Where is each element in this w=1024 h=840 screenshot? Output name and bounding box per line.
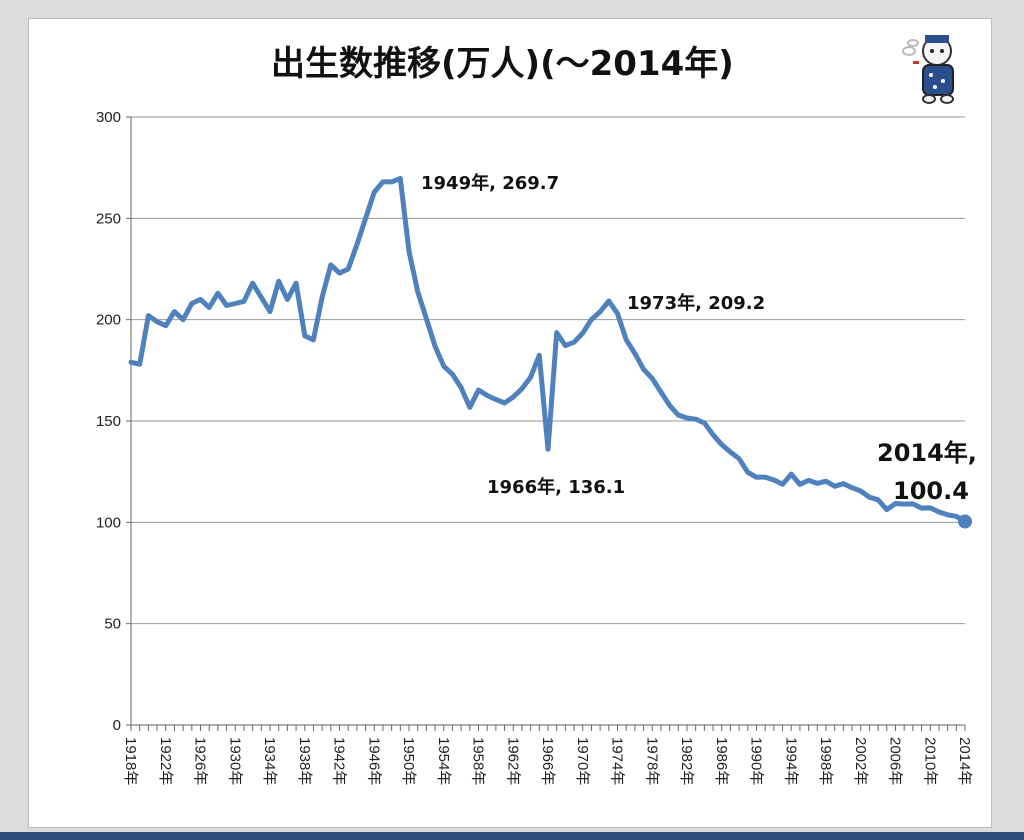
x-tick-label: 1942年 — [331, 737, 348, 785]
series-line — [128, 175, 972, 529]
x-tick-label: 2006年 — [887, 737, 904, 785]
series-line-path — [128, 175, 968, 524]
x-tick-label: 2002年 — [852, 737, 869, 785]
x-tick-label: 1974年 — [609, 737, 626, 785]
x-tick-label: 1918年 — [122, 737, 139, 785]
annotation-1973: 1973年, 209.2 — [627, 292, 765, 314]
x-tick-label: 1938年 — [296, 737, 313, 785]
y-tick-label: 300 — [96, 109, 121, 126]
y-tick-label: 100 — [96, 514, 121, 531]
window-bottom-bar — [0, 832, 1024, 840]
x-tick-label: 1930年 — [226, 737, 243, 785]
y-tick-label: 50 — [104, 616, 121, 633]
x-tick-label: 1950年 — [400, 737, 417, 785]
annotation-2014-year: 2014年, — [877, 439, 977, 467]
x-tick-label: 2010年 — [921, 737, 938, 785]
x-axis: 1918年 1922年 1926年 1930年 1934年 1938年 1942年 1946年… — [122, 725, 973, 785]
x-tick-label: 1922年 — [157, 737, 174, 785]
x-tick-label: 1946年 — [365, 737, 382, 785]
x-tick-label: 2014年 — [956, 737, 973, 785]
y-tick-label: 200 — [96, 312, 121, 329]
x-tick-label: 1934年 — [261, 737, 278, 785]
cat-mascot-icon — [902, 35, 954, 104]
chart-frame: 出生数推移(万人)(～2014年) 0 50 100 150 200 250 300 191… — [28, 18, 992, 828]
x-tick-label: 1978年 — [643, 737, 660, 785]
chart-title: 出生数推移(万人)(～2014年) — [271, 44, 734, 84]
y-tick-label: 150 — [96, 413, 121, 430]
x-tick-label: 1982年 — [678, 737, 695, 785]
annotation-1949: 1949年, 269.7 — [421, 172, 559, 194]
y-tick-label: 0 — [113, 717, 121, 734]
y-axis-ticks: 0 50 100 150 200 250 300 — [96, 109, 121, 734]
x-tick-label: 1970年 — [574, 737, 591, 785]
x-tick-label: 1958年 — [470, 737, 487, 785]
x-tick-label: 1962年 — [504, 737, 521, 785]
point-2014 — [958, 514, 972, 529]
x-tick-label: 1966年 — [539, 737, 556, 785]
annotation-2014-value: 100.4 — [893, 477, 969, 505]
y-tick-label: 250 — [96, 210, 121, 227]
x-tick-label: 1994年 — [782, 737, 799, 785]
x-tick-label: 1986年 — [713, 737, 730, 785]
x-tick-label: 1954年 — [435, 737, 452, 785]
x-tick-label: 1998年 — [817, 737, 834, 785]
annotation-1966: 1966年, 136.1 — [487, 476, 625, 498]
birth-chart: 出生数推移(万人)(～2014年) 0 50 100 150 200 250 300 191… — [96, 35, 977, 785]
x-tick-label: 1990年 — [748, 737, 765, 785]
x-tick-label: 1926年 — [192, 737, 209, 785]
